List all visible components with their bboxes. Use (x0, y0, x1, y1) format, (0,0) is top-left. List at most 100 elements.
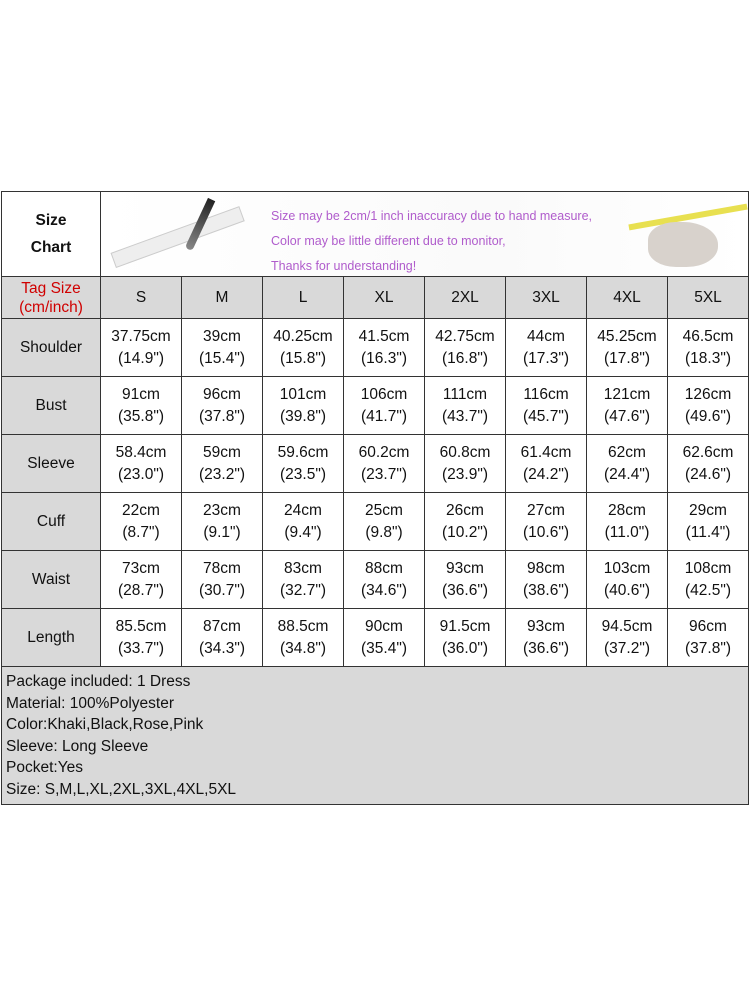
inch-value: (41.7") (361, 407, 407, 425)
row-label: Sleeve (1, 434, 101, 493)
cm-value: 45.25cm (597, 327, 657, 345)
table-row: Cuff 22cm (8.7") 23cm (9.1") 24cm (9.4") 25cm (9… (1, 492, 749, 551)
measurement-cell: 44cm (17.3") (505, 318, 587, 377)
inch-value: (34.3") (199, 639, 245, 657)
cm-value: 23cm (203, 501, 241, 519)
inch-value: (23.2") (199, 465, 245, 483)
cm-value: 46.5cm (682, 327, 734, 345)
measurement-cell: 25cm (9.8") (343, 492, 425, 551)
measurement-cell: 60.2cm (23.7") (343, 434, 425, 493)
info-line: Package included: 1 Dress (6, 673, 191, 690)
inch-value: (14.9") (118, 349, 164, 367)
measurement-cell: 98cm (38.6") (505, 550, 587, 609)
row-label: Length (1, 608, 101, 667)
measurement-cell: 85.5cm (33.7") (100, 608, 182, 667)
tag-size-label: Tag Size (cm/inch) (1, 276, 101, 319)
measurement-cell: 116cm (45.7") (505, 376, 587, 435)
inch-value: (17.3") (523, 349, 569, 367)
cm-value: 59.6cm (277, 443, 329, 461)
title-line-1: Size (35, 212, 67, 229)
size-chart-title: Size Chart (1, 191, 101, 277)
product-info: Package included: 1 Dress Material: 100%P… (1, 666, 749, 805)
measurement-cell: 94.5cm (37.2") (586, 608, 668, 667)
measurement-cell: 121cm (47.6") (586, 376, 668, 435)
cm-value: 73cm (122, 559, 160, 577)
tag-size-line-2: (cm/inch) (19, 298, 83, 316)
size-header-S: S (100, 276, 182, 319)
cm-value: 116cm (523, 385, 569, 403)
cm-value: 25cm (365, 501, 403, 519)
size-header-5XL: 5XL (667, 276, 749, 319)
measurement-cell: 91cm (35.8") (100, 376, 182, 435)
cm-value: 78cm (203, 559, 241, 577)
cm-value: 93cm (446, 559, 484, 577)
measurement-cell: 59cm (23.2") (181, 434, 263, 493)
measurement-cell: 93cm (36.6") (505, 608, 587, 667)
inch-value: (38.6") (523, 581, 569, 599)
cm-value: 59cm (203, 443, 241, 461)
cm-value: 44cm (527, 327, 565, 345)
cm-value: 91cm (122, 385, 160, 403)
measurement-cell: 39cm (15.4") (181, 318, 263, 377)
inch-value: (49.6") (685, 407, 731, 425)
cm-value: 121cm (603, 385, 651, 403)
measurement-cell: 60.8cm (23.9") (424, 434, 506, 493)
measurement-cell: 27cm (10.6") (505, 492, 587, 551)
inch-value: (30.7") (199, 581, 245, 599)
measurement-cell: 96cm (37.8") (181, 376, 263, 435)
cm-value: 101cm (279, 385, 327, 403)
measurement-cell: 45.25cm (17.8") (586, 318, 668, 377)
cm-value: 62.6cm (682, 443, 734, 461)
cm-value: 83cm (284, 559, 322, 577)
cm-value: 37.75cm (111, 327, 171, 345)
size-chart-table: Size Chart Size may be 2cm/1 inch inaccu… (1, 191, 749, 805)
inch-value: (34.6") (361, 581, 407, 599)
inch-value: (8.7") (122, 523, 160, 541)
measurement-cell: 59.6cm (23.5") (262, 434, 344, 493)
measurement-cell: 61.4cm (24.2") (505, 434, 587, 493)
measurement-cell: 90cm (35.4") (343, 608, 425, 667)
measurement-cell: 106cm (41.7") (343, 376, 425, 435)
cm-value: 60.2cm (358, 443, 410, 461)
measurement-cell: 58.4cm (23.0") (100, 434, 182, 493)
cm-value: 96cm (689, 617, 727, 635)
inch-value: (24.4") (604, 465, 650, 483)
inch-value: (37.2") (604, 639, 650, 657)
cm-value: 108cm (684, 559, 732, 577)
table-row: Length 85.5cm (33.7") 87cm (34.3") 88.5cm (34.… (1, 608, 749, 667)
inch-value: (9.8") (365, 523, 403, 541)
tag-size-line-1: Tag Size (21, 279, 81, 297)
measurement-cell: 83cm (32.7") (262, 550, 344, 609)
inch-value: (43.7") (442, 407, 488, 425)
row-label: Cuff (1, 492, 101, 551)
inch-value: (45.7") (523, 407, 569, 425)
size-header-4XL: 4XL (586, 276, 668, 319)
cm-value: 126cm (684, 385, 732, 403)
cm-value: 93cm (527, 617, 565, 635)
inch-value: (42.5") (685, 581, 731, 599)
measurement-cell: 78cm (30.7") (181, 550, 263, 609)
measurement-cell: 22cm (8.7") (100, 492, 182, 551)
inch-value: (24.6") (685, 465, 731, 483)
inch-value: (11.4") (685, 523, 731, 541)
banner-notes: Size may be 2cm/1 inch inaccuracy due to… (271, 204, 592, 279)
inch-value: (28.7") (118, 581, 164, 599)
inch-value: (36.0") (442, 639, 488, 657)
cm-value: 40.25cm (273, 327, 333, 345)
size-header-XL: XL (343, 276, 425, 319)
measurement-cell: 62.6cm (24.6") (667, 434, 749, 493)
row-label: Waist (1, 550, 101, 609)
row-label: Bust (1, 376, 101, 435)
measurement-banner: Size may be 2cm/1 inch inaccuracy due to… (100, 191, 749, 279)
info-line: Material: 100%Polyester (6, 694, 174, 712)
measurement-cell: 108cm (42.5") (667, 550, 749, 609)
measurement-cell: 46.5cm (18.3") (667, 318, 749, 377)
cm-value: 91.5cm (439, 617, 491, 635)
inch-value: (23.9") (442, 465, 488, 483)
inch-value: (16.8") (442, 349, 488, 367)
inch-value: (36.6") (523, 639, 569, 657)
table-row: Waist 73cm (28.7") 78cm (30.7") 83cm (32.7") 88… (1, 550, 749, 609)
inch-value: (23.5") (280, 465, 326, 483)
inch-value: (10.2") (442, 523, 488, 541)
cm-value: 28cm (608, 501, 646, 519)
